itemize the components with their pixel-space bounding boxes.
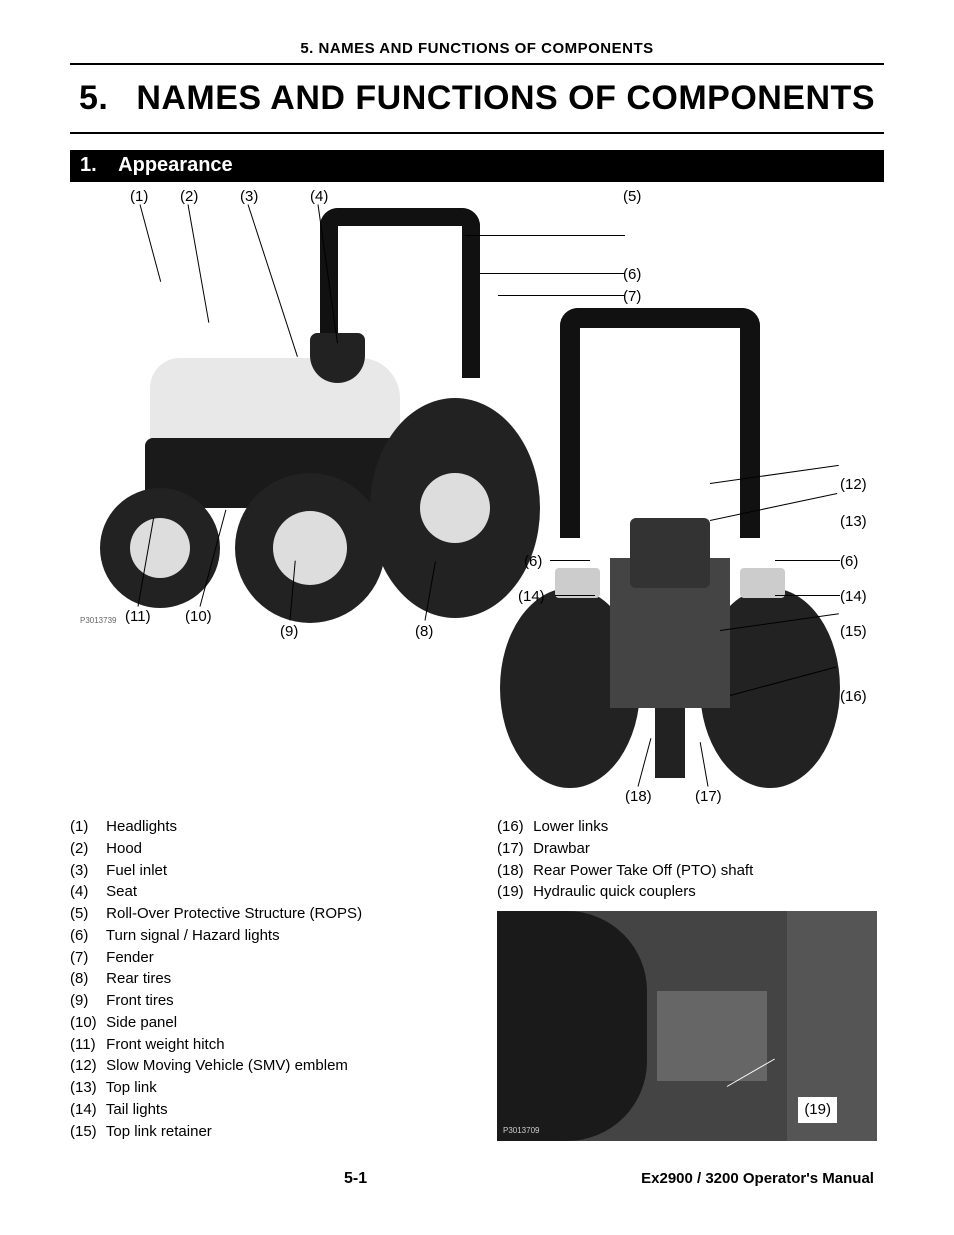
legend-item: (11) Front weight hitch	[70, 1034, 457, 1056]
legend-item: (8) Rear tires	[70, 968, 457, 990]
tractor-rear-view	[500, 308, 850, 788]
callout-17: (17)	[695, 788, 722, 805]
figure-area: (1) (2) (3) (4) (5) (6) (7) (8) (9) (10)…	[70, 188, 884, 808]
callout-3: (3)	[240, 188, 258, 205]
chapter-number: 5.	[79, 79, 108, 118]
callout-14a: (14)	[518, 588, 545, 605]
rops-rear	[560, 308, 760, 538]
legend-item: (5) Roll-Over Protective Structure (ROPS…	[70, 903, 457, 925]
legend-item: (14) Tail lights	[70, 1099, 457, 1121]
callout-9: (9)	[280, 623, 298, 640]
callout-19: (19)	[798, 1097, 837, 1123]
photo-credit-front: P3013739	[80, 616, 116, 625]
callout-5: (5)	[623, 188, 641, 205]
photo-credit-detail: P3013709	[503, 1125, 539, 1137]
callout-6b: (6)	[840, 553, 858, 570]
page: 5. NAMES AND FUNCTIONS OF COMPONENTS 5. …	[0, 0, 954, 1218]
callout-1: (1)	[130, 188, 148, 205]
callout-11: (11)	[125, 608, 151, 625]
running-header: 5. NAMES AND FUNCTIONS OF COMPONENTS	[70, 40, 884, 57]
legend-item: (16) Lower links	[497, 816, 884, 838]
callout-6: (6)	[623, 266, 641, 283]
legend-item: (18) Rear Power Take Off (PTO) shaft	[497, 860, 884, 882]
seat-rear	[630, 518, 710, 588]
lead-14b	[775, 595, 840, 596]
chapter-title: 5. NAMES AND FUNCTIONS OF COMPONENTS	[70, 79, 884, 118]
legend-item: (17) Drawbar	[497, 838, 884, 860]
callout-7: (7)	[623, 288, 641, 305]
callout-14b: (14)	[840, 588, 867, 605]
lead-7	[498, 295, 625, 296]
detail-photo: (19) P3013709	[497, 911, 877, 1141]
legend-item: (1) Headlights	[70, 816, 457, 838]
lead-14a	[555, 595, 595, 596]
lead-6b	[775, 560, 840, 561]
callout-15: (15)	[840, 623, 867, 640]
title-rule	[70, 132, 884, 134]
front-tire-right	[235, 473, 385, 623]
fender-right	[740, 568, 785, 598]
tractor-front-view	[90, 238, 510, 638]
callout-16: (16)	[840, 688, 867, 705]
fender-left	[555, 568, 600, 598]
lead-6a	[550, 560, 590, 561]
section-bar: 1. Appearance	[70, 150, 884, 182]
lead-6	[480, 273, 625, 274]
callout-18: (18)	[625, 788, 652, 805]
page-footer: 5-1 Ex2900 / 3200 Operator's Manual	[70, 1170, 884, 1188]
front-tire-left	[100, 488, 220, 608]
callout-6a: (6)	[524, 553, 542, 570]
legend-item: (2) Hood	[70, 838, 457, 860]
lead-5	[465, 235, 625, 236]
legend-item: (15) Top link retainer	[70, 1121, 457, 1143]
legend-item: (9) Front tires	[70, 990, 457, 1012]
detail-bracket	[657, 991, 767, 1081]
legend-item: (19) Hydraulic quick couplers	[497, 881, 884, 903]
page-number: 5-1	[344, 1170, 367, 1188]
chapter-title-text: NAMES AND FUNCTIONS OF COMPONENTS	[136, 79, 875, 117]
legend-item: (13) Top link	[70, 1077, 457, 1099]
legend-item: (3) Fuel inlet	[70, 860, 457, 882]
legend-left-column: (1) Headlights(2) Hood(3) Fuel inlet(4) …	[70, 816, 457, 1142]
drawbar-shape	[655, 708, 685, 778]
callout-12: (12)	[840, 476, 867, 493]
section-title: Appearance	[118, 154, 233, 176]
callout-13: (13)	[840, 513, 867, 530]
callout-8: (8)	[415, 623, 433, 640]
callout-4: (4)	[310, 188, 328, 205]
section-number: 1.	[80, 154, 97, 176]
callout-10: (10)	[185, 608, 212, 625]
legend-columns: (1) Headlights(2) Hood(3) Fuel inlet(4) …	[70, 816, 884, 1142]
legend-item: (4) Seat	[70, 881, 457, 903]
legend-item: (6) Turn signal / Hazard lights	[70, 925, 457, 947]
legend-item: (7) Fender	[70, 947, 457, 969]
callout-2: (2)	[180, 188, 198, 205]
legend-item: (10) Side panel	[70, 1012, 457, 1034]
legend-right-column: (16) Lower links(17) Drawbar(18) Rear Po…	[497, 816, 884, 1142]
legend-item: (12) Slow Moving Vehicle (SMV) emblem	[70, 1055, 457, 1077]
header-rule	[70, 63, 884, 65]
detail-tire	[497, 911, 647, 1141]
manual-title: Ex2900 / 3200 Operator's Manual	[641, 1170, 874, 1187]
